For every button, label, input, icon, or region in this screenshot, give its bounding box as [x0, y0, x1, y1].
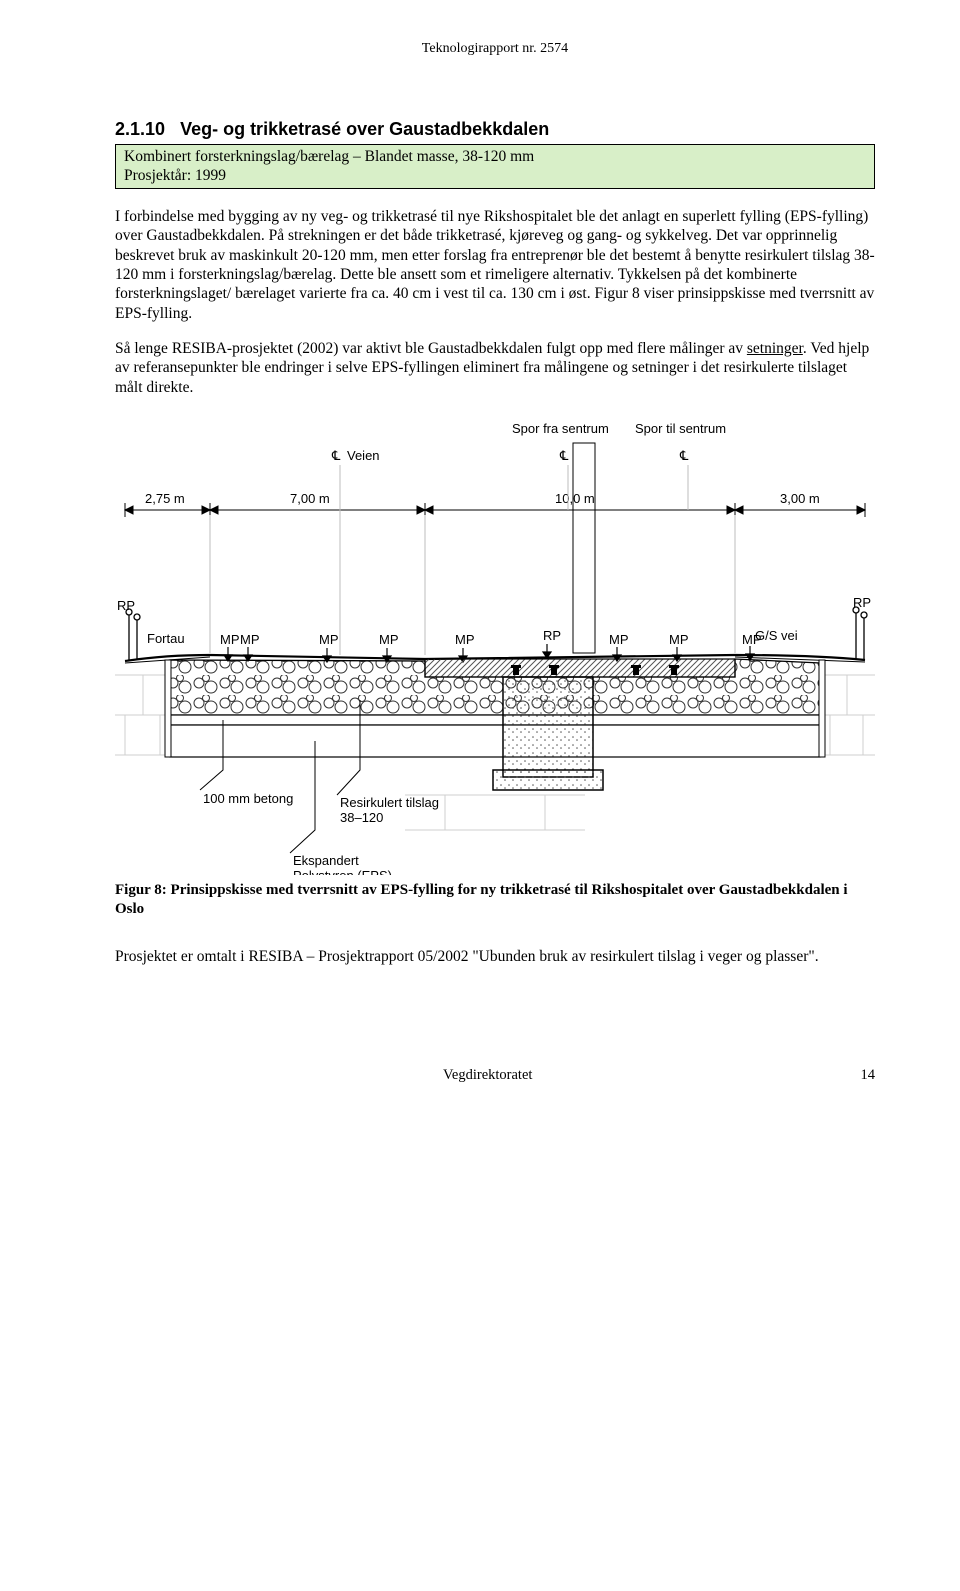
cross-section-diagram: Spor fra sentrum Spor til sentrum ℄ Veie… [115, 415, 875, 875]
label-spor-til: Spor til sentrum [635, 421, 726, 436]
concrete-layer [170, 715, 820, 725]
label-mp-5: MP [455, 632, 475, 647]
label-mp-6: MP [609, 632, 629, 647]
label-mp-1: MP [220, 632, 240, 647]
label-eps1: Ekspandert [293, 853, 359, 868]
hatched-bed [425, 659, 735, 677]
eps-layer [170, 725, 820, 757]
label-rp-mid: RP [543, 628, 561, 643]
section-heading: 2.1.10 Veg- og trikketrasé over Gaustadb… [115, 118, 875, 141]
page-header: Teknologirapport nr. 2574 [115, 40, 875, 58]
paragraph-2-pre: Så lenge RESIBA-prosjektet (2002) var ak… [115, 340, 747, 357]
paragraph-2-underlined: setninger [747, 340, 803, 357]
label-veien-cl: ℄ [331, 448, 341, 463]
footer-center: Vegdirektoratet [443, 1066, 532, 1084]
label-rp-right: RP [853, 595, 871, 610]
page-footer: Vegdirektoratet 14 [115, 1066, 875, 1084]
closing-paragraph: Prosjektet er omtalt i RESIBA – Prosjekt… [115, 947, 875, 966]
label-mp-3: MP [319, 632, 339, 647]
paragraph-2: Så lenge RESIBA-prosjektet (2002) var ak… [115, 339, 875, 397]
label-veien: Veien [347, 448, 380, 463]
foundation-base [493, 770, 603, 790]
figure-caption: Figur 8: Prinsippskisse med tverrsnitt a… [115, 881, 875, 919]
pole [573, 443, 595, 653]
dimension-bar [125, 503, 865, 517]
label-rp-left: RP [117, 598, 135, 613]
label-mp-4: MP [379, 632, 399, 647]
footer-page-number: 14 [860, 1066, 875, 1084]
label-resirk2: 38–120 [340, 810, 383, 825]
project-info-box: Kombinert forsterkningslag/bærelag – Bla… [115, 144, 875, 189]
drop-lines [210, 465, 735, 655]
figure-8: Spor fra sentrum Spor til sentrum ℄ Veie… [115, 415, 875, 919]
left-wall [165, 660, 171, 757]
dim-2-75: 2,75 m [145, 491, 185, 506]
label-cl-1: ℄ [559, 448, 569, 463]
label-fortau: Fortau [147, 631, 185, 646]
label-mp-8: MP [742, 632, 762, 647]
foundation-block [503, 677, 593, 777]
dim-10-0: 10,0 m [555, 491, 595, 506]
right-wall [819, 660, 825, 757]
label-mp-7: MP [669, 632, 689, 647]
section-number: 2.1.10 [115, 119, 165, 139]
section-title-text: Veg- og trikketrasé over Gaustadbekkdale… [180, 119, 549, 139]
label-betong: 100 mm betong [203, 791, 293, 806]
dim-3-00: 3,00 m [780, 491, 820, 506]
label-resirk1: Resirkulert tilslag [340, 795, 439, 810]
infobox-line-1: Kombinert forsterkningslag/bærelag – Bla… [124, 147, 866, 166]
paragraph-1: I forbindelse med bygging av ny veg- og … [115, 207, 875, 323]
label-spor-fra: Spor fra sentrum [512, 421, 609, 436]
report-number: Teknologirapport nr. 2574 [422, 41, 568, 56]
dim-7-00: 7,00 m [290, 491, 330, 506]
label-cl-2: ℄ [679, 448, 689, 463]
label-eps2: Polystyren (EPS) [293, 868, 392, 875]
infobox-line-2: Prosjektår: 1999 [124, 166, 866, 185]
label-mp-2: MP [240, 632, 260, 647]
